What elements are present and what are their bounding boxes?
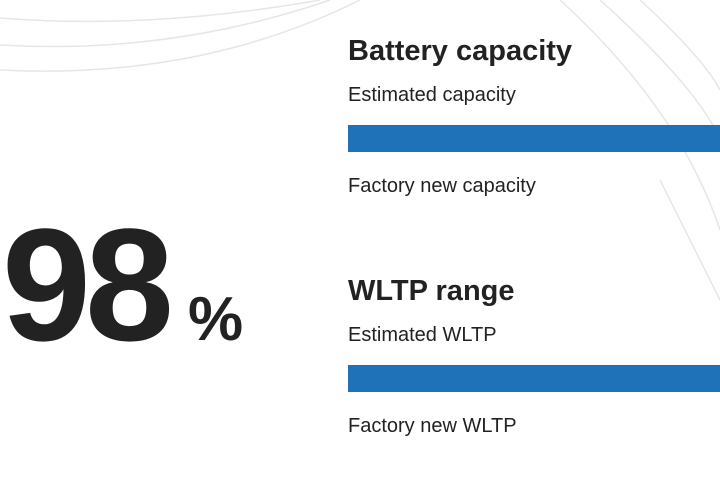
curve	[639, 0, 720, 91]
factory-label: Factory new WLTP	[348, 415, 517, 437]
curve	[0, 0, 361, 72]
section-title: WLTP range	[348, 275, 515, 307]
score-value: 98	[2, 195, 170, 374]
curve	[0, 0, 321, 23]
progress-bar	[348, 125, 720, 152]
curve	[599, 0, 720, 141]
background-curves	[0, 0, 720, 301]
curve	[0, 0, 331, 48]
progress-bar	[348, 365, 720, 392]
curve	[659, 179, 720, 301]
factory-label: Factory new capacity	[348, 175, 536, 197]
estimated-label: Estimated WLTP	[348, 324, 497, 346]
curve	[559, 0, 720, 231]
estimated-label: Estimated capacity	[348, 84, 516, 106]
section-title: Battery capacity	[348, 35, 572, 67]
score-unit: %	[188, 285, 243, 354]
